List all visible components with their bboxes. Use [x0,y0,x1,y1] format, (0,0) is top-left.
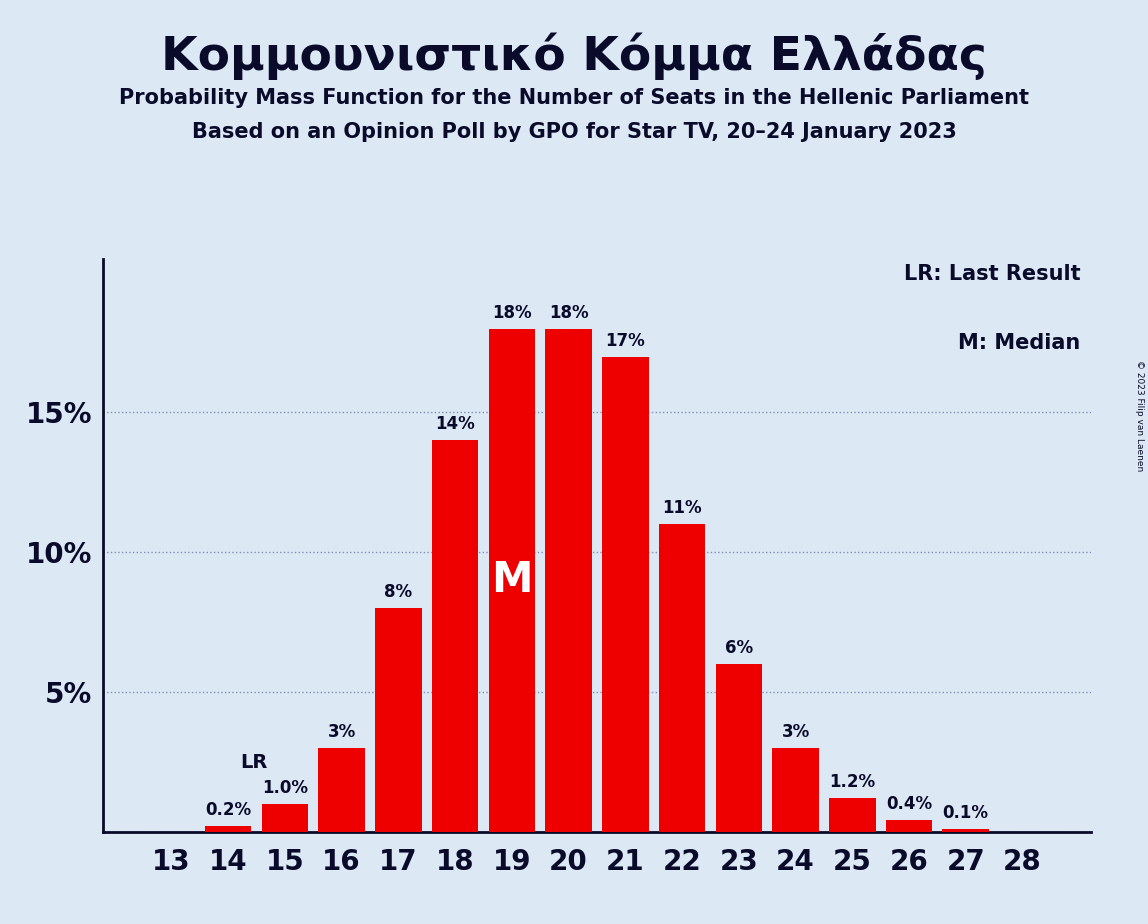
Text: 3%: 3% [782,723,809,741]
Text: 8%: 8% [385,583,412,601]
Bar [375,608,421,832]
Text: Κομμουνιστικό Κόμμα Ελλάδας: Κομμουνιστικό Κόμμα Ελλάδας [161,32,987,79]
Text: M: M [491,559,533,602]
Bar [659,524,705,832]
Text: 0.2%: 0.2% [205,801,251,819]
Text: 11%: 11% [662,499,701,517]
Text: 1.2%: 1.2% [829,773,875,791]
Bar [943,829,988,832]
Text: M: Median: M: Median [959,334,1080,353]
Bar [602,357,649,832]
Bar [489,329,535,832]
Bar [432,441,479,832]
Text: 1.0%: 1.0% [262,779,308,796]
Bar [715,664,762,832]
Bar [773,748,819,832]
Text: LR: LR [240,752,267,772]
Text: LR: Last Result: LR: Last Result [905,264,1080,285]
Text: 17%: 17% [605,332,645,349]
Bar [829,798,876,832]
Text: © 2023 Filip van Laenen: © 2023 Filip van Laenen [1135,360,1145,471]
Text: Probability Mass Function for the Number of Seats in the Hellenic Parliament: Probability Mass Function for the Number… [119,88,1029,108]
Bar [545,329,592,832]
Text: Based on an Opinion Poll by GPO for Star TV, 20–24 January 2023: Based on an Opinion Poll by GPO for Star… [192,122,956,142]
Text: 18%: 18% [549,304,589,322]
Text: 0.1%: 0.1% [943,804,988,821]
Bar [886,821,932,832]
Text: 18%: 18% [492,304,532,322]
Text: 0.4%: 0.4% [886,796,932,813]
Text: 6%: 6% [724,638,753,657]
Text: 14%: 14% [435,416,475,433]
Text: 3%: 3% [327,723,356,741]
Bar [262,804,308,832]
Bar [318,748,365,832]
Bar [205,826,251,832]
